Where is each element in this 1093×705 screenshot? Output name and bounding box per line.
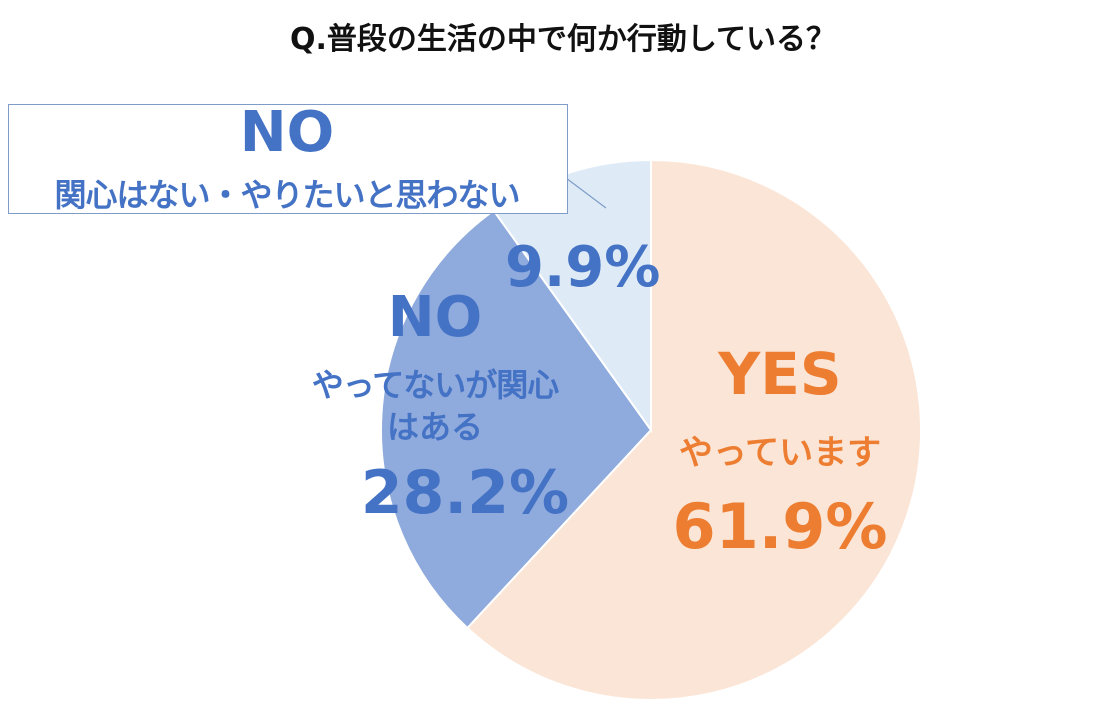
data-label-no-interest: 9.9% [505,235,661,300]
pie-slice-1 [380,209,653,630]
label-no-but-interested-category: NO [387,285,483,350]
label-yes-category: YES [718,340,842,408]
label-no-interest-text: 関心はない・やりたいと思わない [54,176,520,214]
label-no-but-interested-line1: やってないが関心 [311,366,559,404]
label-no-interest-category: NO [239,100,335,165]
data-label-no-but-interested: 28.2% [360,458,570,528]
pie-slice-0 [465,158,922,701]
label-yes-text: やっています [678,433,882,473]
callout-leader-line [565,177,607,209]
label-no-but-interested-line2: はある [386,408,483,446]
callout-box-no-interest [8,104,568,214]
data-label-yes: 61.9% [672,490,888,563]
chart-title: Q.普段の生活の中で何か行動している？ [290,22,836,57]
